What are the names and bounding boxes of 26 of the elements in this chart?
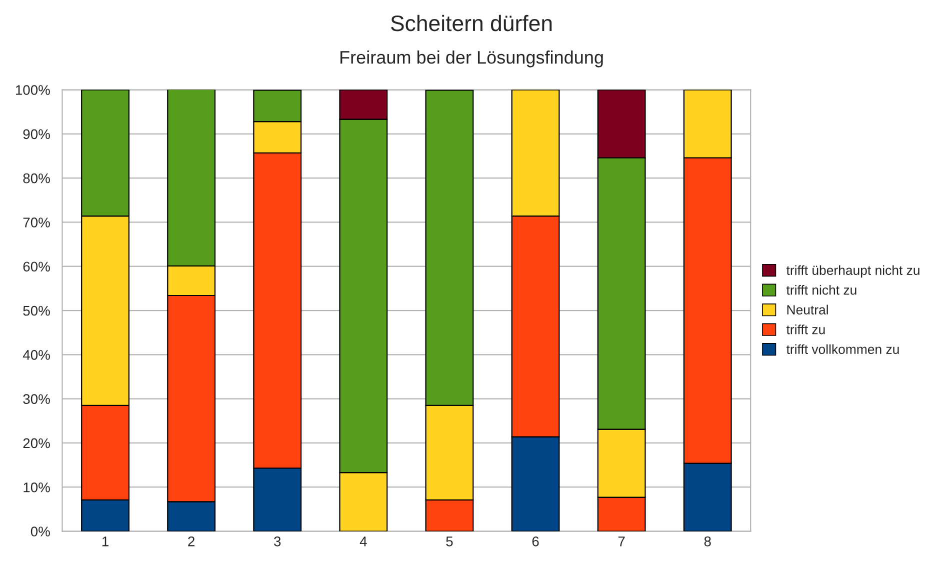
y-tick-label: 50%: [23, 306, 50, 316]
y-tick-label: 90%: [23, 129, 50, 140]
x-tick-label: 5: [446, 536, 453, 546]
legend-label: trifft nicht zu: [786, 285, 856, 295]
x-tick-label: 2: [188, 536, 194, 546]
x-tick-label: 1: [102, 536, 108, 546]
x-tick-label: 8: [704, 536, 711, 546]
x-tick-label: 6: [532, 536, 539, 546]
y-tick-label: 100%: [16, 85, 50, 95]
x-tick-label: 3: [274, 536, 281, 546]
y-tick-label: 20%: [23, 438, 50, 448]
y-tick-label: 70%: [23, 218, 50, 228]
chart-title: Scheitern dürfen: [390, 14, 552, 32]
y-tick-label: 40%: [22, 350, 50, 360]
x-tick-label: 7: [618, 536, 625, 546]
y-tick-label: 10%: [24, 482, 50, 492]
chart-subtitle: Freiraum bei der Lösungsfindung: [340, 50, 603, 68]
legend-label: trifft zu: [786, 324, 825, 334]
y-tick-label: 0%: [30, 526, 50, 536]
legend-label: Neutral: [787, 304, 828, 314]
legend-label: trifft vollkommen zu: [786, 344, 899, 354]
legend-label: trifft überhaupt nicht zu: [786, 265, 920, 278]
x-tick-label: 4: [360, 536, 367, 546]
y-tick-label: 60%: [23, 262, 50, 272]
y-tick-label: 80%: [23, 173, 50, 184]
y-tick-label: 30%: [23, 394, 50, 404]
